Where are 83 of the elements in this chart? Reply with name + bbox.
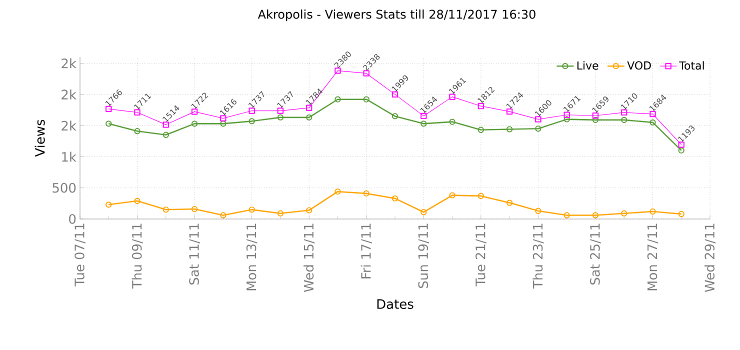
point <box>162 206 169 213</box>
x-tick-label: Wed 29/11 <box>704 224 716 292</box>
x-tick-label: Mon 13/11 <box>246 224 258 290</box>
point <box>506 200 513 206</box>
point <box>277 108 284 114</box>
point <box>334 188 341 195</box>
point <box>306 207 312 214</box>
x-axis-title: Dates <box>377 299 414 309</box>
x-tick-label: Mon 27/11 <box>647 224 658 290</box>
point <box>535 116 542 122</box>
x-tick-label: Sat 25/11 <box>590 224 601 285</box>
point <box>592 112 599 119</box>
point <box>449 94 456 100</box>
point <box>248 118 255 124</box>
point <box>420 120 427 127</box>
y-tick-label: 1k <box>62 152 76 162</box>
point <box>334 68 341 74</box>
point <box>363 70 370 76</box>
point <box>621 210 628 216</box>
y-tick-label: 2k <box>62 58 76 68</box>
y-tick-label: 0 <box>69 214 76 224</box>
point <box>564 112 570 118</box>
point <box>592 116 599 124</box>
point <box>621 109 628 116</box>
point <box>592 212 599 218</box>
chart-title: Akropolis - Viewers Stats till 28/11/2017 16:30 <box>258 10 536 22</box>
point <box>678 142 684 148</box>
x-tick-label: Sun 19/11 <box>418 224 430 288</box>
y-tick-label: 2k <box>62 120 76 130</box>
point <box>420 209 427 216</box>
point <box>363 190 370 197</box>
point <box>248 206 255 213</box>
point <box>191 108 198 115</box>
point <box>535 208 542 214</box>
point <box>650 208 656 215</box>
point <box>650 119 656 126</box>
point <box>363 96 370 102</box>
point <box>106 106 112 112</box>
point <box>535 126 542 132</box>
point <box>478 103 484 110</box>
point <box>392 91 398 98</box>
y-tick-label: 2k <box>62 89 76 100</box>
point <box>564 116 570 122</box>
point <box>449 192 456 198</box>
point <box>564 212 570 218</box>
point <box>162 122 169 128</box>
point <box>220 115 226 122</box>
point <box>220 120 226 127</box>
x-tick-label: Wed 15/11 <box>304 224 315 292</box>
point <box>134 128 140 134</box>
legend-label: Live <box>577 61 598 70</box>
point <box>306 104 312 111</box>
point <box>478 192 484 200</box>
point <box>392 113 398 120</box>
y-tick-label: 500 <box>52 182 76 193</box>
legend-label: VOD <box>627 61 651 70</box>
point <box>449 118 456 125</box>
x-tick-label: Thu 09/11 <box>132 224 143 289</box>
point <box>478 126 484 133</box>
x-tick-label: Thu 23/11 <box>532 224 544 289</box>
point <box>134 198 140 204</box>
point <box>506 126 513 132</box>
y-axis-title: Views <box>34 120 45 157</box>
point <box>191 120 198 127</box>
point <box>162 132 169 138</box>
x-tick-label: Tue 07/11 <box>74 224 86 286</box>
point <box>506 108 513 115</box>
x-tick-label: Sat 11/11 <box>189 224 200 285</box>
point <box>334 96 341 102</box>
legend-label: Total <box>679 61 704 70</box>
point <box>420 112 427 120</box>
point <box>392 195 398 202</box>
point <box>621 116 628 124</box>
point <box>220 212 226 218</box>
point <box>306 114 312 121</box>
point <box>134 109 140 116</box>
x-tick-label: Fri 17/11 <box>360 224 372 278</box>
point <box>191 206 198 212</box>
point <box>650 110 656 118</box>
point <box>248 108 255 114</box>
point <box>277 114 284 121</box>
x-tick-label: Tue 21/11 <box>475 224 486 286</box>
point <box>277 210 284 216</box>
